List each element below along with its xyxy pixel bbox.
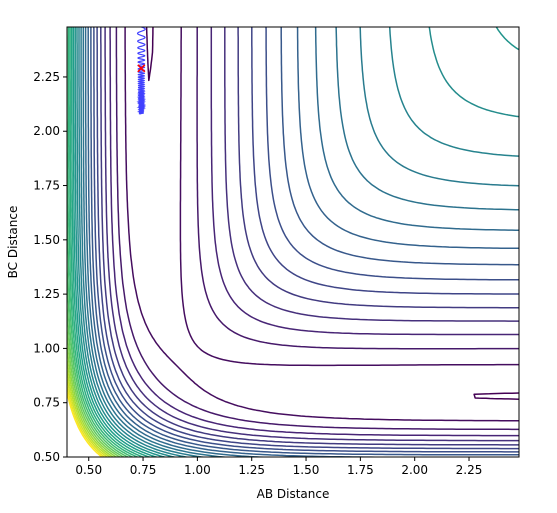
contour-level-14 [76,27,519,457]
plot-background [67,27,519,457]
contour-level-28 [67,381,106,457]
contour-level-13 [78,27,519,457]
x-axis-ticks: 0.50 0.75 1.00 1.25 1.50 1.75 2.00 2.25 [75,457,482,477]
contour-level-26 [67,363,112,457]
contour-level-21 [67,215,130,457]
x-tick-label: 0.50 [75,463,102,477]
marker-x-stroke-b [137,64,146,73]
contour-level-16 [72,27,159,457]
marker-layer [137,64,146,73]
contour-level-8 [90,27,519,456]
contour-level-23 [67,317,122,457]
contour-level-5 [100,27,519,446]
contour-level-12 [80,27,519,457]
x-tick-label: 1.25 [238,463,265,477]
contour-level-0 [145,27,519,400]
contour-level-6 [96,27,519,450]
contour-level-17 [70,27,152,457]
y-tick-label: 1.25 [33,287,60,301]
y-tick-label: 0.50 [33,450,60,464]
x-tick-label: 2.00 [401,463,428,477]
y-tick-label: 0.75 [33,396,60,410]
plot-frame [66,26,520,458]
contour-level-25 [67,352,115,457]
x-axis-label: AB Distance [257,487,330,501]
y-tick-label: 1.50 [33,233,60,247]
x-tick-label: 1.50 [293,463,320,477]
y-tick-label: 2.00 [33,124,60,138]
contour-level-19 [67,27,140,457]
x-tick-label: 1.00 [184,463,211,477]
contour-level-3 [109,27,519,437]
contour-level-24 [67,337,118,457]
contour-level-4 [104,27,519,442]
contour-level-15 [74,27,519,457]
y-axis-label: BC Distance [6,206,20,279]
y-tick-label: 1.00 [33,341,60,355]
contour-level-11 [82,27,519,457]
contour-level-29 [67,388,104,457]
y-tick-label: 1.75 [33,179,60,193]
contour-level-7 [93,27,519,453]
y-axis-ticks: 0.50 0.75 1.00 1.25 1.50 1.75 2.00 2.25 [33,70,67,464]
x-tick-label: 0.75 [130,463,157,477]
contour-level-18 [69,27,146,457]
x-tick-label: 1.75 [347,463,374,477]
y-tick-label: 2.25 [33,70,60,84]
contour-level-27 [67,373,109,457]
contour-level-1 [124,27,519,422]
x-tick-label: 2.25 [456,463,483,477]
contour-level-2 [115,27,519,431]
